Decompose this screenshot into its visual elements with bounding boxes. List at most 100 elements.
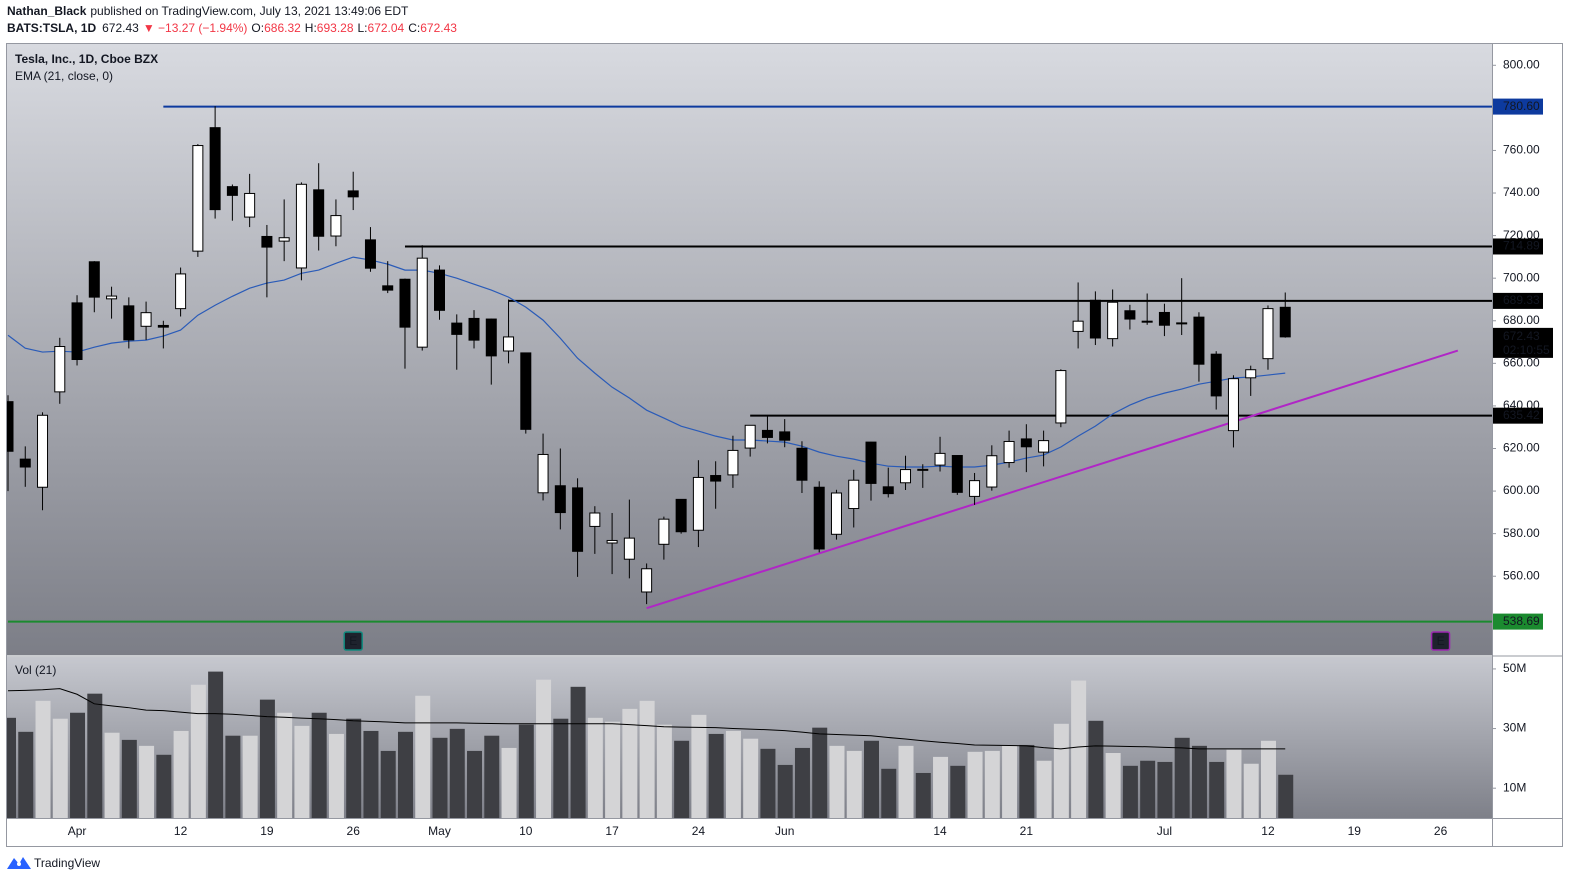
volume-bar — [967, 751, 983, 818]
high-label: H: — [305, 21, 317, 35]
candle-body — [1176, 322, 1188, 325]
price-line-label: 780.60 — [1503, 99, 1540, 113]
candle-body — [192, 145, 204, 252]
candle-body — [1038, 440, 1050, 453]
countdown: 02:10:55 — [1503, 343, 1550, 357]
volume-bar — [1226, 749, 1242, 818]
candle-body — [1158, 311, 1170, 326]
volume-bar — [1157, 761, 1173, 818]
x-tick-label: 14 — [933, 824, 947, 838]
candle-body — [1279, 306, 1291, 338]
candle-body — [1107, 301, 1119, 340]
price-pane — [7, 44, 1492, 655]
candle-body — [848, 479, 860, 510]
volume-bar — [415, 695, 431, 818]
volume-bar — [881, 768, 897, 818]
candle-body — [140, 312, 152, 327]
trendline — [646, 349, 1459, 610]
candle-body — [830, 492, 842, 535]
y-tick-label: 580.00 — [1503, 526, 1540, 540]
ema-legend: EMA (21, close, 0) — [15, 69, 113, 83]
candle-body — [969, 480, 981, 497]
volume-bar — [553, 718, 569, 818]
y-tick-label: 600.00 — [1503, 483, 1540, 497]
volume-ma-line — [7, 688, 1286, 750]
volume-bar — [1140, 760, 1156, 818]
candle-body — [710, 475, 722, 482]
symbol-line: BATS:TSLA, 1D 672.43 ▼ −13.27 (−1.94%) O:68… — [7, 21, 457, 35]
volume-bar — [1209, 761, 1225, 818]
volume-bar — [1243, 763, 1259, 818]
x-tick-label: Jul — [1157, 824, 1172, 838]
candle-body — [399, 278, 411, 328]
high-value: 693.28 — [317, 21, 354, 35]
candle-body — [1124, 310, 1136, 320]
candle-body — [779, 431, 791, 441]
candle-body — [1210, 353, 1222, 397]
candle-body — [813, 486, 825, 550]
volume-bar — [1278, 774, 1294, 818]
candle-body — [623, 537, 635, 560]
candle-body — [1262, 308, 1274, 360]
volume-bar — [1260, 740, 1276, 818]
volume-bar — [518, 724, 534, 818]
candle-body — [451, 322, 463, 335]
volume-bar — [708, 733, 724, 818]
price-line-label: 714.89 — [1503, 239, 1540, 253]
volume-bar — [1088, 720, 1104, 818]
candle-body — [157, 324, 169, 328]
candle-body — [572, 487, 584, 552]
volume-bar — [915, 772, 931, 818]
change: ▼ −13.27 (−1.94%) — [143, 21, 248, 35]
volume-bar — [1105, 753, 1121, 818]
volume-bar — [277, 712, 293, 818]
brand-logo — [7, 857, 31, 869]
volume-bar — [328, 733, 344, 818]
candle-body — [226, 186, 238, 196]
ema-line — [7, 256, 1286, 468]
candle-body — [589, 512, 601, 527]
volume-bar — [18, 731, 34, 818]
volume-bar — [1191, 745, 1207, 818]
volume-bar — [484, 735, 500, 818]
volume-bar — [570, 686, 586, 818]
candle-body — [951, 455, 963, 493]
brand: TradingView — [34, 856, 100, 870]
publish-line: Nathan_Black published on TradingView.com… — [7, 4, 409, 18]
candle-body — [106, 295, 118, 300]
volume-tick-label: 50M — [1503, 661, 1526, 675]
volume-bar — [380, 750, 396, 818]
price-line-label: 689.33 — [1503, 293, 1540, 307]
candle-body — [37, 414, 49, 488]
y-tick-label: 680.00 — [1503, 313, 1540, 327]
candle-body — [71, 302, 83, 361]
volume-bar — [846, 750, 862, 818]
volume-bar — [1019, 744, 1035, 818]
candle-body — [692, 476, 704, 531]
candle-body — [986, 455, 998, 488]
volume-bar — [432, 737, 448, 818]
candle-body — [1089, 299, 1101, 339]
candle-body — [641, 568, 653, 593]
x-tick-label: 10 — [519, 824, 533, 838]
candle-body — [330, 215, 342, 237]
candle-body — [606, 539, 618, 544]
x-tick-label: May — [428, 824, 451, 838]
volume-bar — [501, 747, 517, 818]
volume-bar — [87, 693, 103, 818]
volume-bar — [605, 721, 621, 818]
last-price: 672.43 — [102, 21, 139, 35]
volume-bar — [725, 730, 741, 818]
earnings-label: E — [349, 634, 357, 648]
volume-bar — [363, 730, 379, 818]
volume-bar — [449, 728, 465, 818]
price-line-tag — [1493, 98, 1543, 115]
x-tick-label: Jun — [775, 824, 794, 838]
price-line-tag — [1493, 613, 1543, 630]
y-tick-label: 620.00 — [1503, 441, 1540, 455]
volume-bar — [760, 748, 776, 818]
volume-bar — [984, 750, 1000, 818]
volume-bar — [311, 712, 327, 818]
x-tick-label: 26 — [347, 824, 361, 838]
